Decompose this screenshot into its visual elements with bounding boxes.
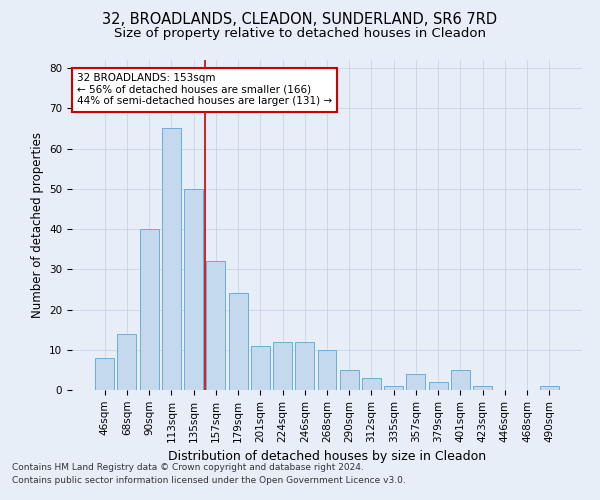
Bar — [384, 386, 403, 390]
Text: Contains HM Land Registry data © Crown copyright and database right 2024.: Contains HM Land Registry data © Crown c… — [12, 464, 364, 472]
Text: 32, BROADLANDS, CLEADON, SUNDERLAND, SR6 7RD: 32, BROADLANDS, CLEADON, SUNDERLAND, SR6… — [103, 12, 497, 28]
Bar — [206, 261, 225, 390]
Bar — [406, 374, 425, 390]
Bar — [251, 346, 270, 390]
X-axis label: Distribution of detached houses by size in Cleadon: Distribution of detached houses by size … — [168, 450, 486, 463]
Bar — [273, 342, 292, 390]
Bar — [429, 382, 448, 390]
Bar — [540, 386, 559, 390]
Bar — [229, 294, 248, 390]
Bar — [340, 370, 359, 390]
Bar — [295, 342, 314, 390]
Bar — [184, 189, 203, 390]
Bar — [451, 370, 470, 390]
Bar — [140, 229, 158, 390]
Text: Size of property relative to detached houses in Cleadon: Size of property relative to detached ho… — [114, 28, 486, 40]
Bar — [362, 378, 381, 390]
Bar — [118, 334, 136, 390]
Text: 32 BROADLANDS: 153sqm
← 56% of detached houses are smaller (166)
44% of semi-det: 32 BROADLANDS: 153sqm ← 56% of detached … — [77, 73, 332, 106]
Bar — [473, 386, 492, 390]
Bar — [317, 350, 337, 390]
Text: Contains public sector information licensed under the Open Government Licence v3: Contains public sector information licen… — [12, 476, 406, 485]
Bar — [95, 358, 114, 390]
Bar — [162, 128, 181, 390]
Y-axis label: Number of detached properties: Number of detached properties — [31, 132, 44, 318]
